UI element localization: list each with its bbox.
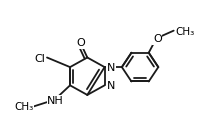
Text: O: O [76, 38, 85, 48]
Text: CH₃: CH₃ [14, 102, 33, 112]
Text: N: N [107, 63, 115, 73]
Text: Cl: Cl [34, 54, 45, 64]
Text: NH: NH [47, 96, 64, 106]
Text: O: O [153, 34, 162, 44]
Text: CH₃: CH₃ [176, 27, 195, 37]
Text: N: N [107, 81, 115, 91]
